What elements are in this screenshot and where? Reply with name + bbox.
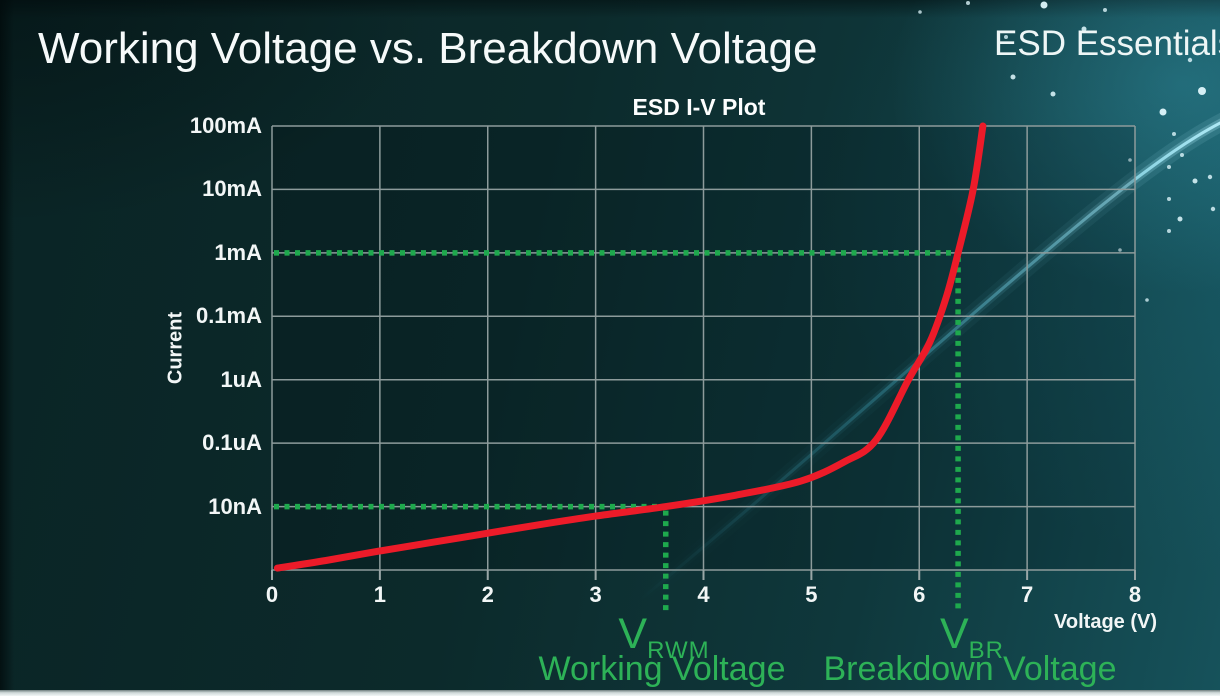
x-axis-title: Voltage (V) xyxy=(1054,611,1157,633)
particle-dot xyxy=(1210,206,1216,212)
x-tick-label: 8 xyxy=(1128,582,1142,607)
vbr-subscript: BR xyxy=(968,637,1005,664)
x-tick-label: 4 xyxy=(697,582,710,607)
particle-dot xyxy=(1040,1,1048,9)
particle-dot xyxy=(1192,178,1198,184)
particle-dot xyxy=(1167,229,1171,233)
particle-dot xyxy=(1167,165,1171,169)
vrwm-symbol: VRWM xyxy=(618,613,709,663)
y-tick-label: 0.1mA xyxy=(195,303,262,329)
x-tick-label: 0 xyxy=(265,582,279,607)
particle-dot xyxy=(1159,108,1167,116)
bottom-edge-strip xyxy=(0,690,1220,696)
particle-dot xyxy=(1198,87,1206,95)
x-tick-label: 5 xyxy=(805,582,818,607)
y-tick-label: 100mA xyxy=(189,113,262,138)
working-voltage-caption: Working Voltage xyxy=(538,650,786,688)
y-tick-label: 1mA xyxy=(214,239,262,265)
vrwm-subscript: RWM xyxy=(647,637,710,664)
y-tick-label: 10nA xyxy=(208,493,262,519)
chart-title: ESD I-V Plot xyxy=(632,94,766,120)
x-tick-label: 7 xyxy=(1021,582,1034,607)
particle-dot xyxy=(1172,132,1176,136)
vrwm-v: V xyxy=(618,610,648,658)
iv-curve xyxy=(273,122,987,572)
particle-dot xyxy=(1103,8,1107,12)
particle-dot xyxy=(1050,91,1056,97)
swoosh-curve xyxy=(634,112,1220,607)
x-tick-label: 2 xyxy=(481,582,494,607)
particle-dot xyxy=(1207,174,1213,180)
particle-dot xyxy=(918,10,922,14)
particle-dot xyxy=(1081,26,1087,32)
vbr-v: V xyxy=(939,610,969,658)
particle-dot xyxy=(1004,35,1008,39)
brand-label: ESD Essentials xyxy=(994,24,1220,63)
x-tick-label: 6 xyxy=(913,582,926,607)
particle-dot xyxy=(1180,153,1184,157)
y-tick-label: 0.1uA xyxy=(202,430,262,456)
particle-dot xyxy=(1145,298,1149,302)
particle-dot xyxy=(1118,248,1122,252)
x-tick-label: 1 xyxy=(373,582,386,607)
particle-dot xyxy=(1187,57,1193,63)
breakdown-voltage-caption: Breakdown Voltage xyxy=(823,650,1117,688)
slide-title: Working Voltage vs. Breakdown Voltage xyxy=(38,24,818,73)
background-particles xyxy=(918,1,1216,302)
y-tick-label: 10mA xyxy=(202,176,262,202)
particle-dot xyxy=(1010,74,1016,80)
x-tick-label: 3 xyxy=(589,582,602,607)
y-tick-label: 1uA xyxy=(220,366,262,392)
vbr-symbol: VBR xyxy=(940,613,1004,663)
particle-dot xyxy=(1128,158,1132,162)
particle-dot xyxy=(1167,197,1171,201)
particle-dot xyxy=(1177,216,1183,222)
particle-dot xyxy=(966,1,970,5)
